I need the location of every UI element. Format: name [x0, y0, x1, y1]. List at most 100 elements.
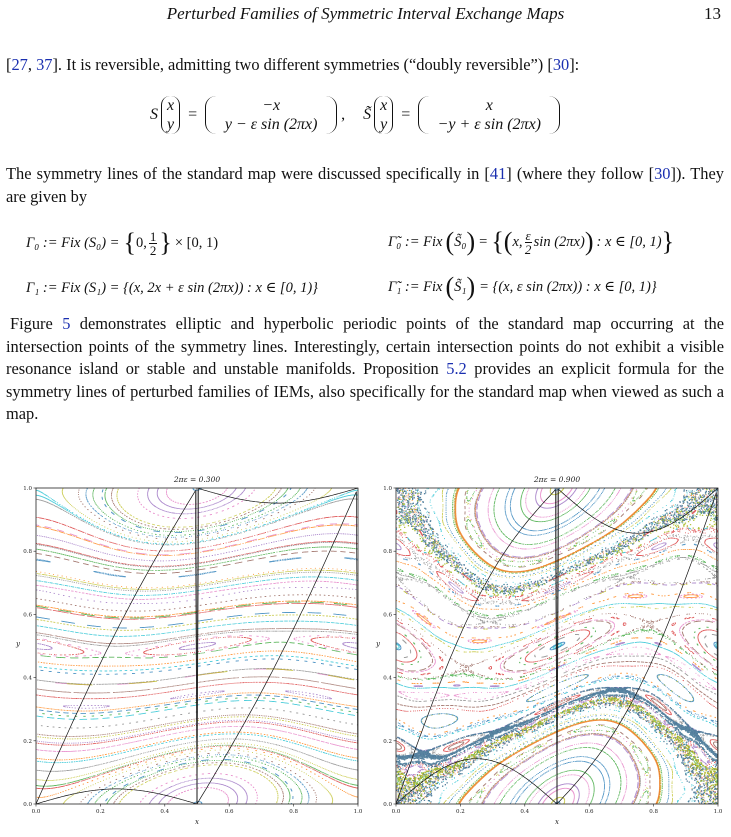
citation-37[interactable]: 37: [36, 55, 53, 74]
orbit: [397, 655, 718, 702]
figure-5: 0.0 0.2 0.4 0.6 0.8 1.0 0.0 0.2 0.4 0.6 0.8 1.0 x y 2π…: [0, 466, 731, 832]
y-tick-label: 1.0: [383, 486, 392, 492]
orbit: [396, 697, 718, 750]
orbit: [397, 620, 718, 672]
orbit: [397, 660, 718, 708]
x-tick-label: 0.0: [392, 809, 401, 815]
orbit: [403, 543, 712, 607]
orbit: [397, 628, 718, 681]
orbit: [36, 620, 358, 637]
orbit: [413, 641, 702, 688]
citation-41[interactable]: 41: [489, 164, 507, 183]
orbit: [396, 580, 718, 628]
figure-5-link[interactable]: 5: [62, 314, 71, 333]
orbit: [487, 488, 628, 804]
gamma1-definition: Γ₁ := Fix (S₁) = {(x, 2x + ε sin (2πx)) …: [26, 279, 318, 296]
orbit: [474, 488, 641, 804]
orbit: [36, 524, 358, 557]
orbit: [85, 488, 310, 804]
orbit: [37, 733, 358, 764]
orbit: [78, 488, 317, 804]
orbit: [36, 731, 358, 761]
orbit: [468, 489, 647, 799]
orbit: [412, 593, 703, 644]
orbit: [420, 674, 695, 729]
orbit: [396, 641, 718, 651]
orbit: [38, 655, 358, 672]
orbit: [36, 567, 355, 589]
proposition-5-2-link[interactable]: 5.2: [446, 359, 467, 379]
orbit: [396, 558, 718, 626]
orbit: [36, 550, 356, 575]
orbit: [398, 613, 714, 680]
orbit: [396, 641, 718, 689]
panel-title: 2πε = 0.300: [173, 475, 220, 484]
orbit: [36, 580, 358, 600]
plot-frame: [395, 487, 719, 805]
orbit: [39, 694, 358, 714]
symmetry-line-gamma1-tilde: [396, 488, 718, 804]
x-tick-label: 0.4: [160, 809, 169, 815]
orbit: [36, 681, 358, 700]
orbit: [429, 488, 686, 804]
y-axis-label: y: [375, 640, 381, 648]
orbit: [396, 534, 718, 605]
orbit: [398, 646, 717, 700]
orbit: [36, 614, 358, 631]
y-tick-label: 0.6: [23, 612, 32, 618]
orbit: [36, 557, 358, 578]
orbit: [402, 634, 718, 658]
orbit: [36, 636, 358, 656]
orbit: [396, 542, 718, 594]
orbit: [92, 488, 303, 804]
orbit: [36, 744, 358, 787]
orbit: [40, 635, 356, 657]
x-tick-label: 0.4: [520, 809, 529, 815]
orbit: [396, 629, 718, 663]
paragraph-3: Figure 5 demonstrates elliptic and hyper…: [6, 314, 724, 424]
orbit: [37, 541, 358, 568]
orbit: [37, 602, 357, 620]
orbit: [36, 576, 358, 596]
orbit: [396, 548, 718, 610]
orbit: [37, 676, 356, 694]
orbit: [36, 611, 347, 629]
orbit: [493, 488, 622, 804]
orbit: [36, 742, 358, 781]
orbit: [396, 537, 718, 602]
y-tick-label: 0.4: [23, 676, 32, 682]
gamma1-tilde-definition: Γ̃₁ := Fix (S̃₁) = {(x, ε sin (2πx)) : x…: [388, 272, 657, 301]
x-tick-label: 1.0: [354, 809, 363, 815]
symmetry-line-gamma1: [36, 489, 358, 804]
orbit: [404, 699, 711, 777]
orbit: [36, 692, 358, 712]
y-axis-label: y: [15, 640, 21, 648]
orbit: [396, 592, 718, 639]
symmetry-line-gamma1: [396, 488, 718, 804]
orbit: [37, 630, 358, 647]
panel-title: 2πε = 0.900: [533, 475, 580, 484]
orbit: [36, 747, 358, 798]
running-title: Perturbed Families of Symmetric Interval…: [166, 4, 565, 23]
orbit: [36, 601, 358, 619]
citation-30b[interactable]: 30: [654, 164, 671, 183]
y-tick-label: 0.0: [383, 802, 392, 808]
orbit: [36, 721, 358, 746]
orbit: [396, 672, 718, 735]
orbit: [156, 488, 239, 804]
running-header: Perturbed Families of Symmetric Interval…: [0, 4, 731, 26]
orbit: [396, 582, 718, 629]
y-tick-label: 0.2: [383, 739, 392, 745]
citation-27[interactable]: 27: [11, 55, 28, 74]
orbit: [36, 586, 357, 604]
orbit: [403, 583, 712, 630]
x-axis-label: x: [195, 818, 199, 826]
plot-panel-2: 0.0 0.2 0.4 0.6 0.8 1.0 0.0 0.2 0.4 0.6 0.8 1.0 x y 2π…: [375, 475, 723, 826]
orbit: [36, 541, 358, 567]
orbit: [37, 716, 358, 740]
orbit: [36, 515, 358, 552]
x-tick-label: 0.8: [289, 809, 298, 815]
citation-30[interactable]: 30: [552, 55, 570, 74]
